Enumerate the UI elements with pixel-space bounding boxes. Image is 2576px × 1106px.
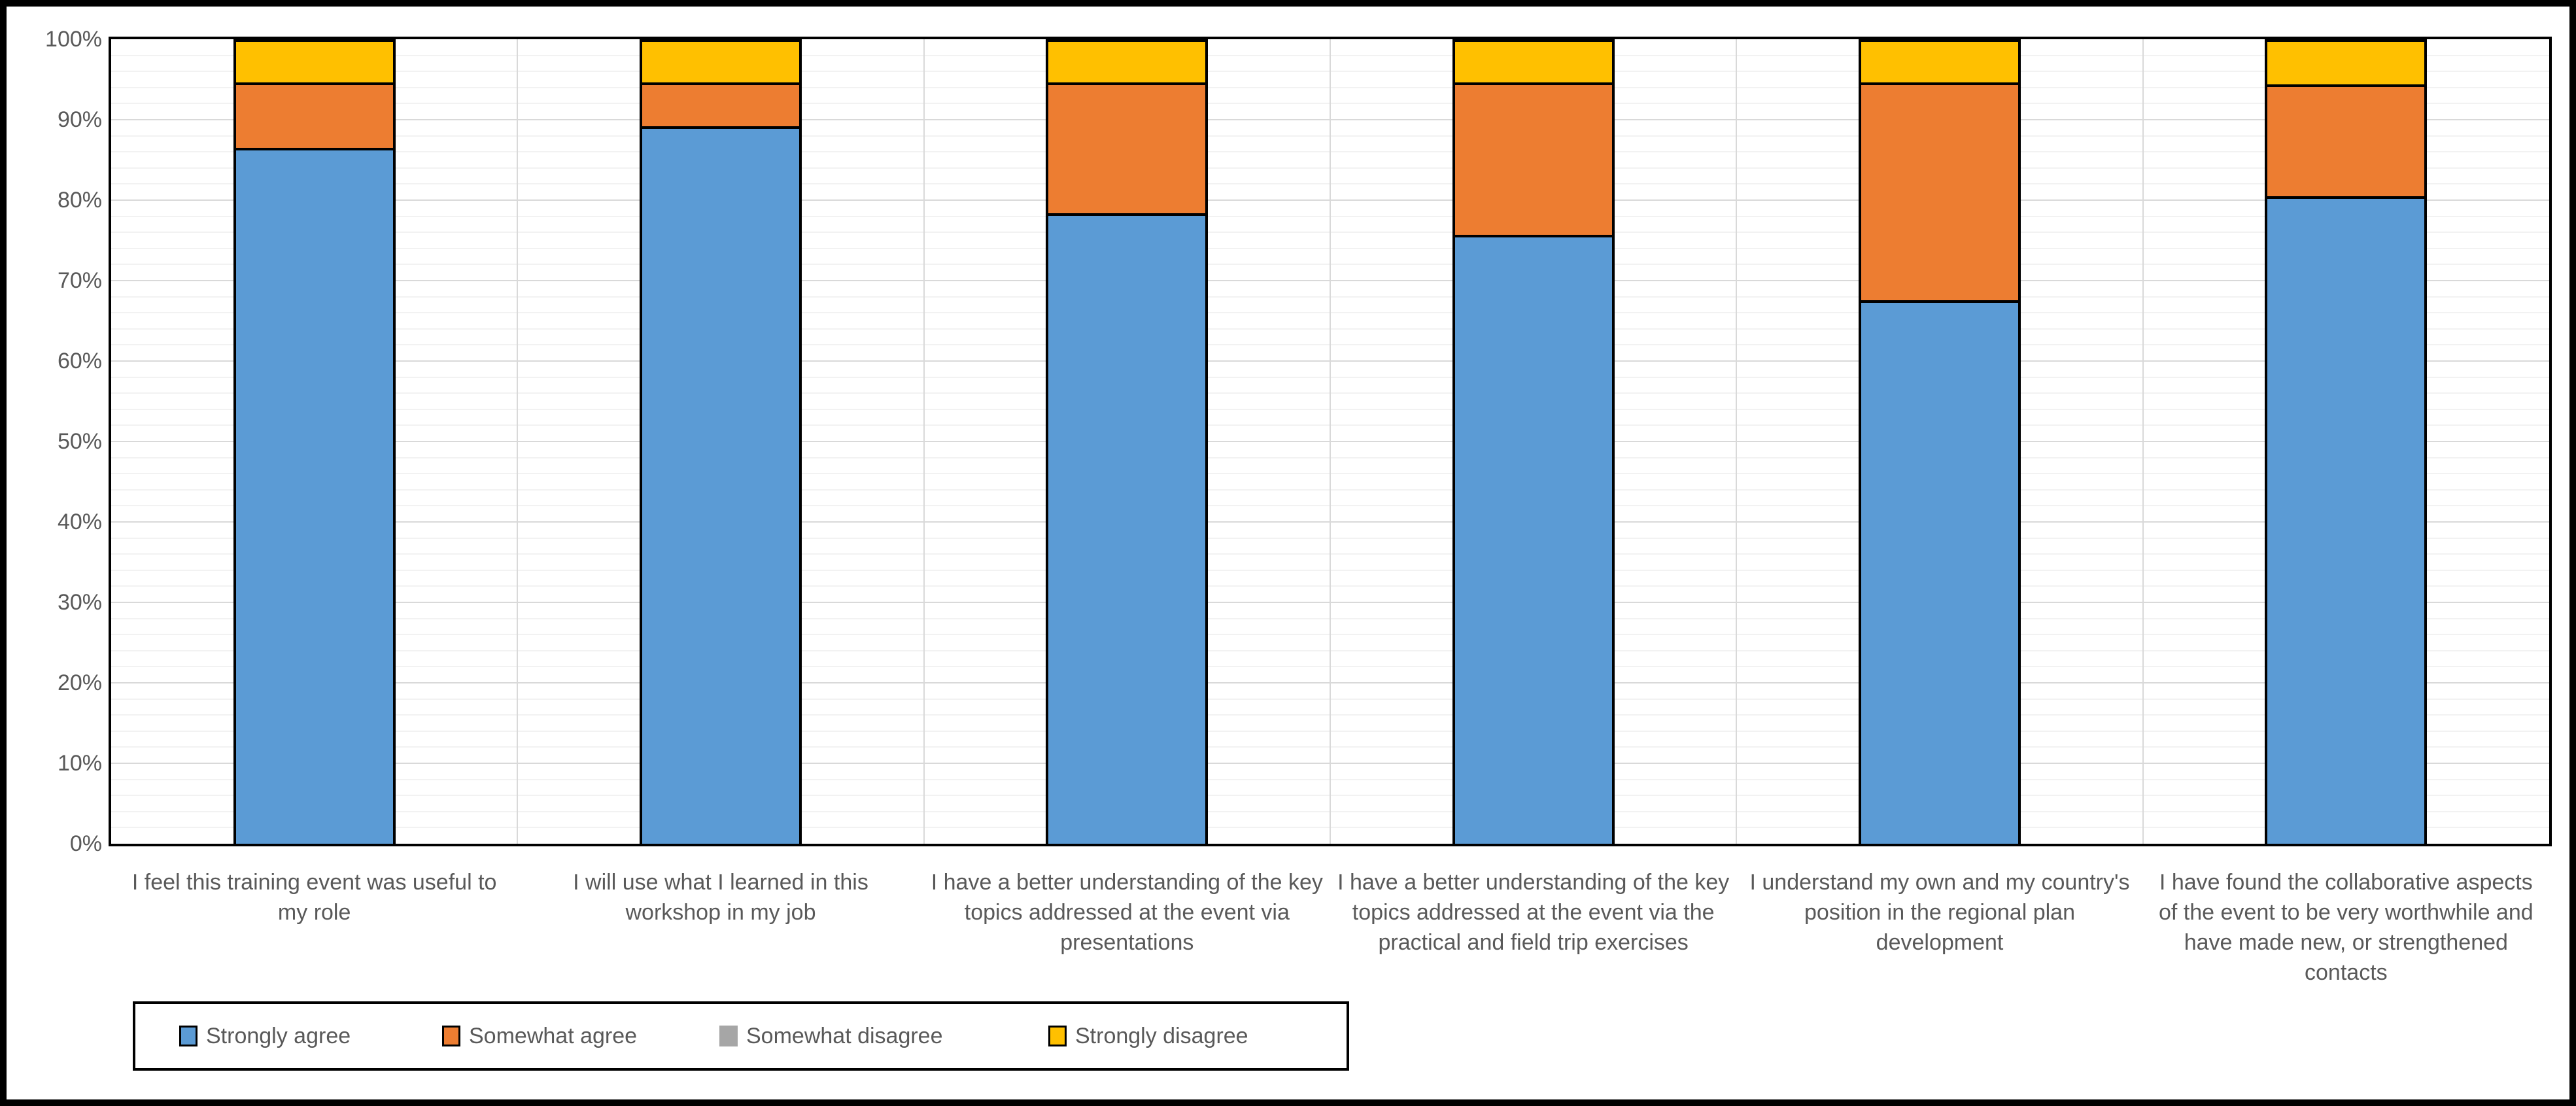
bar-segment-somewhat-agree [1046, 82, 1209, 213]
bar-segment-somewhat-agree [1859, 82, 2021, 300]
category-label: I have a better understanding of the key… [931, 870, 1323, 955]
y-tick-label: 10% [57, 751, 102, 776]
bar-category-5 [1859, 39, 2021, 844]
y-tick-label: 30% [57, 590, 102, 615]
legend-swatch-icon [719, 1026, 738, 1046]
legend-entry-somewhat-disagree: Somewhat disagree [719, 1004, 943, 1068]
bar-segment-strongly-disagree [640, 39, 802, 83]
bar-segment-strongly-agree [1859, 300, 2021, 844]
bar-segment-strongly-agree [233, 148, 396, 844]
bar-segment-somewhat-agree [1452, 82, 1615, 235]
y-tick-label: 0% [69, 831, 102, 856]
y-tick-label: 50% [57, 429, 102, 454]
bar-category-1 [233, 39, 396, 844]
legend-label: Somewhat agree [469, 1023, 638, 1048]
legend-entry-somewhat-agree: Somewhat agree [442, 1004, 637, 1068]
legend-swatch-icon [442, 1026, 460, 1046]
category-gridline [2142, 39, 2144, 844]
bar-segment-strongly-disagree [233, 39, 396, 83]
y-tick-label: 90% [57, 107, 102, 132]
legend-swatch-icon [179, 1026, 197, 1046]
bar-category-6 [2265, 39, 2428, 844]
category-label: I understand my own and my country's pos… [1749, 870, 2130, 955]
category-label: I will use what I learned in this worksh… [573, 870, 868, 925]
y-tick-label: 70% [57, 268, 102, 293]
bar-segment-strongly-agree [1046, 213, 1209, 844]
legend-label: Somewhat disagree [746, 1023, 943, 1048]
category-label: I have a better understanding of the key… [1337, 870, 1730, 955]
bar-segment-somewhat-agree [640, 82, 802, 126]
legend-swatch-icon [1048, 1026, 1067, 1046]
plot-area-border [109, 37, 2552, 846]
bar-segment-strongly-disagree [1046, 39, 1209, 83]
bar-segment-somewhat-agree [233, 82, 396, 148]
category-gridline [1736, 39, 1738, 844]
legend-entry-strongly-disagree: Strongly disagree [1048, 1004, 1248, 1068]
legend-entry-strongly-agree: Strongly agree [179, 1004, 351, 1068]
y-tick-label: 60% [57, 349, 102, 373]
category-label: I have found the collaborative aspects o… [2158, 870, 2533, 985]
bar-segment-somewhat-agree [2265, 84, 2428, 196]
bar-segment-strongly-disagree [2265, 39, 2428, 84]
y-tick-label: 80% [57, 188, 102, 213]
y-tick-label: 40% [57, 510, 102, 534]
bar-segment-strongly-agree [640, 126, 802, 844]
bar-category-3 [1046, 39, 1209, 844]
bar-category-4 [1452, 39, 1615, 844]
category-gridline [517, 39, 519, 844]
plot-area [111, 39, 2549, 844]
legend: Strongly agree Somewhat agree Somewhat dis… [133, 1001, 1349, 1071]
category-label: I feel this training event was useful to… [131, 870, 497, 925]
bar-segment-strongly-agree [1452, 234, 1615, 844]
bar-segment-strongly-disagree [1452, 39, 1615, 83]
category-gridline [923, 39, 925, 844]
y-tick-label: 100% [45, 27, 102, 52]
legend-label: Strongly agree [206, 1023, 351, 1048]
category-gridline [1330, 39, 1331, 844]
bar-category-2 [640, 39, 802, 844]
legend-label: Strongly disagree [1075, 1023, 1248, 1048]
bar-segment-strongly-agree [2265, 196, 2428, 844]
y-tick-label: 20% [57, 670, 102, 695]
bar-segment-strongly-disagree [1859, 39, 2021, 83]
